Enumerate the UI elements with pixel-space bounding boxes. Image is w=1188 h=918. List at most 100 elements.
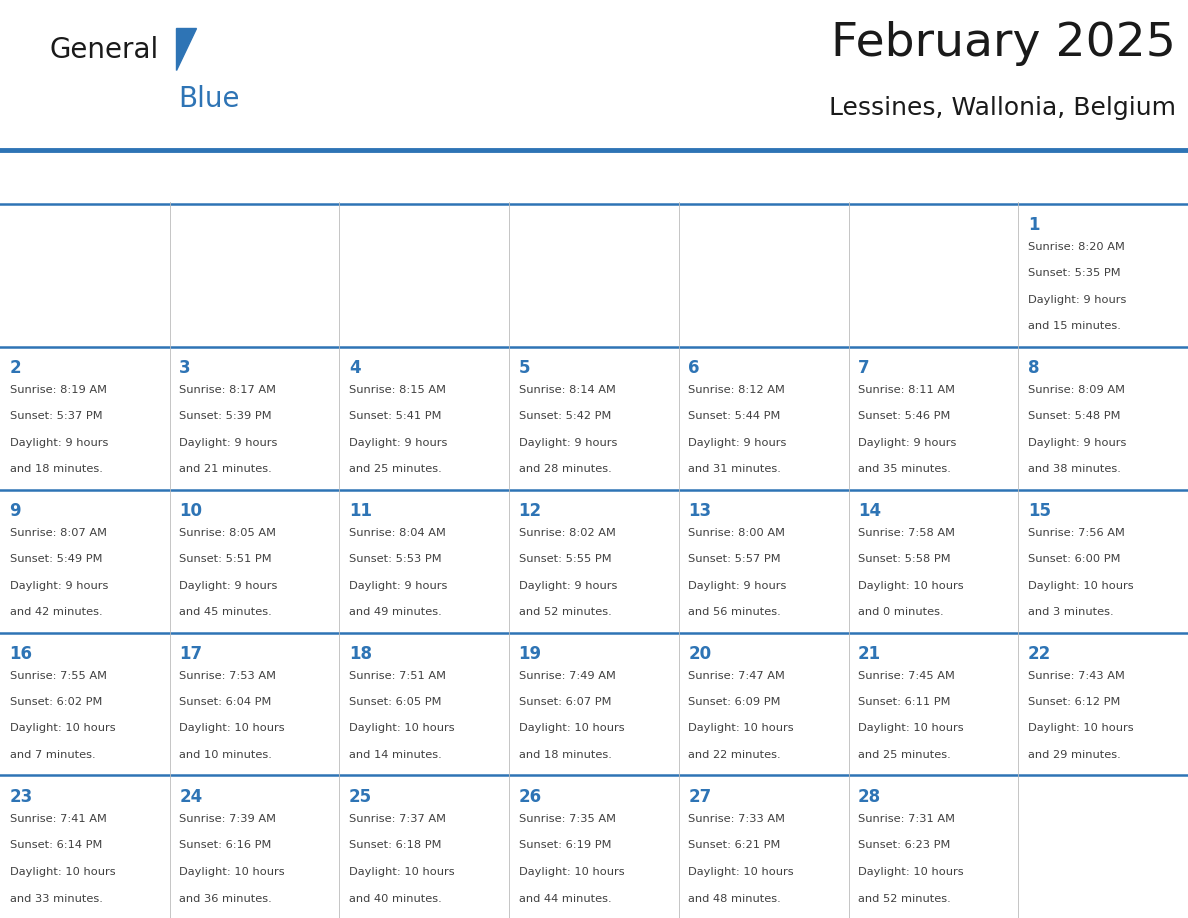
Text: Daylight: 10 hours: Daylight: 10 hours — [349, 723, 455, 733]
Text: Sunset: 5:42 PM: Sunset: 5:42 PM — [519, 411, 611, 421]
Text: Sunset: 6:18 PM: Sunset: 6:18 PM — [349, 840, 442, 850]
Text: Wednesday: Wednesday — [535, 170, 642, 187]
Text: and 29 minutes.: and 29 minutes. — [1028, 750, 1120, 759]
Text: 6: 6 — [688, 359, 700, 377]
Text: General: General — [50, 36, 159, 63]
Text: 13: 13 — [688, 502, 712, 521]
Text: Daylight: 9 hours: Daylight: 9 hours — [349, 581, 448, 591]
Text: Sunrise: 7:41 AM: Sunrise: 7:41 AM — [10, 813, 107, 823]
Text: Sunrise: 8:04 AM: Sunrise: 8:04 AM — [349, 528, 446, 538]
Text: Daylight: 10 hours: Daylight: 10 hours — [1028, 581, 1133, 591]
Text: Daylight: 10 hours: Daylight: 10 hours — [1028, 723, 1133, 733]
Text: Sunset: 5:51 PM: Sunset: 5:51 PM — [179, 554, 272, 565]
Text: 15: 15 — [1028, 502, 1051, 521]
Text: Sunrise: 7:43 AM: Sunrise: 7:43 AM — [1028, 671, 1125, 681]
Text: Monday: Monday — [195, 170, 268, 187]
Text: Sunrise: 8:17 AM: Sunrise: 8:17 AM — [179, 385, 277, 395]
Text: Sunset: 5:46 PM: Sunset: 5:46 PM — [858, 411, 950, 421]
Text: Daylight: 9 hours: Daylight: 9 hours — [179, 438, 278, 448]
Text: Sunrise: 8:00 AM: Sunrise: 8:00 AM — [688, 528, 785, 538]
Text: and 25 minutes.: and 25 minutes. — [349, 465, 442, 475]
Text: Sunrise: 8:15 AM: Sunrise: 8:15 AM — [349, 385, 446, 395]
Text: Sunrise: 8:05 AM: Sunrise: 8:05 AM — [179, 528, 277, 538]
Text: and 40 minutes.: and 40 minutes. — [349, 894, 442, 904]
Text: Daylight: 9 hours: Daylight: 9 hours — [10, 438, 108, 448]
Text: and 36 minutes.: and 36 minutes. — [179, 894, 272, 904]
Text: and 25 minutes.: and 25 minutes. — [858, 750, 950, 759]
Text: Sunrise: 8:09 AM: Sunrise: 8:09 AM — [1028, 385, 1125, 395]
Text: Daylight: 9 hours: Daylight: 9 hours — [1028, 438, 1126, 448]
Text: Sunrise: 8:19 AM: Sunrise: 8:19 AM — [10, 385, 107, 395]
Text: and 38 minutes.: and 38 minutes. — [1028, 465, 1120, 475]
Text: Sunrise: 8:20 AM: Sunrise: 8:20 AM — [1028, 242, 1125, 252]
Text: and 7 minutes.: and 7 minutes. — [10, 750, 95, 759]
Text: Sunset: 5:37 PM: Sunset: 5:37 PM — [10, 411, 102, 421]
Text: Sunset: 5:55 PM: Sunset: 5:55 PM — [519, 554, 612, 565]
Text: Sunset: 6:09 PM: Sunset: 6:09 PM — [688, 697, 781, 707]
Text: Sunset: 6:07 PM: Sunset: 6:07 PM — [519, 697, 611, 707]
Text: Daylight: 10 hours: Daylight: 10 hours — [179, 868, 285, 878]
Text: 22: 22 — [1028, 645, 1051, 663]
Text: Daylight: 10 hours: Daylight: 10 hours — [10, 723, 115, 733]
Text: Sunrise: 7:47 AM: Sunrise: 7:47 AM — [688, 671, 785, 681]
Text: 18: 18 — [349, 645, 372, 663]
Text: Daylight: 9 hours: Daylight: 9 hours — [688, 438, 786, 448]
Text: Sunset: 6:14 PM: Sunset: 6:14 PM — [10, 840, 102, 850]
Text: Sunrise: 7:56 AM: Sunrise: 7:56 AM — [1028, 528, 1125, 538]
Text: Daylight: 10 hours: Daylight: 10 hours — [179, 723, 285, 733]
Text: 25: 25 — [349, 788, 372, 805]
Text: Sunrise: 7:55 AM: Sunrise: 7:55 AM — [10, 671, 107, 681]
Text: Sunrise: 8:02 AM: Sunrise: 8:02 AM — [519, 528, 615, 538]
Text: Daylight: 10 hours: Daylight: 10 hours — [10, 868, 115, 878]
Text: Sunset: 5:58 PM: Sunset: 5:58 PM — [858, 554, 950, 565]
Text: Sunrise: 7:37 AM: Sunrise: 7:37 AM — [349, 813, 446, 823]
Text: Daylight: 9 hours: Daylight: 9 hours — [10, 581, 108, 591]
Text: Sunday: Sunday — [25, 170, 95, 187]
Text: and 3 minutes.: and 3 minutes. — [1028, 608, 1113, 618]
Text: Daylight: 9 hours: Daylight: 9 hours — [349, 438, 448, 448]
Text: Sunrise: 8:14 AM: Sunrise: 8:14 AM — [519, 385, 615, 395]
Text: Sunrise: 7:53 AM: Sunrise: 7:53 AM — [179, 671, 277, 681]
Text: and 45 minutes.: and 45 minutes. — [179, 608, 272, 618]
Polygon shape — [176, 28, 196, 70]
Text: and 48 minutes.: and 48 minutes. — [688, 894, 782, 904]
Text: and 52 minutes.: and 52 minutes. — [519, 608, 612, 618]
Text: Sunrise: 7:51 AM: Sunrise: 7:51 AM — [349, 671, 446, 681]
Text: 4: 4 — [349, 359, 360, 377]
Text: Thursday: Thursday — [704, 170, 791, 187]
Text: Daylight: 9 hours: Daylight: 9 hours — [519, 581, 617, 591]
Text: and 52 minutes.: and 52 minutes. — [858, 894, 950, 904]
Text: Sunrise: 7:58 AM: Sunrise: 7:58 AM — [858, 528, 955, 538]
Text: Daylight: 10 hours: Daylight: 10 hours — [858, 723, 963, 733]
Text: Sunset: 5:41 PM: Sunset: 5:41 PM — [349, 411, 442, 421]
Text: Sunset: 5:53 PM: Sunset: 5:53 PM — [349, 554, 442, 565]
Text: and 18 minutes.: and 18 minutes. — [10, 465, 102, 475]
Text: Sunset: 6:04 PM: Sunset: 6:04 PM — [179, 697, 272, 707]
Text: Sunset: 6:12 PM: Sunset: 6:12 PM — [1028, 697, 1120, 707]
Text: Sunrise: 7:45 AM: Sunrise: 7:45 AM — [858, 671, 955, 681]
Text: Sunset: 6:23 PM: Sunset: 6:23 PM — [858, 840, 950, 850]
Text: and 33 minutes.: and 33 minutes. — [10, 894, 102, 904]
Text: Sunrise: 7:31 AM: Sunrise: 7:31 AM — [858, 813, 955, 823]
Text: and 44 minutes.: and 44 minutes. — [519, 894, 612, 904]
Text: Daylight: 10 hours: Daylight: 10 hours — [858, 868, 963, 878]
Text: Daylight: 9 hours: Daylight: 9 hours — [519, 438, 617, 448]
Text: 16: 16 — [10, 645, 32, 663]
Text: and 31 minutes.: and 31 minutes. — [688, 465, 782, 475]
Text: Sunset: 5:48 PM: Sunset: 5:48 PM — [1028, 411, 1120, 421]
Text: Sunrise: 8:07 AM: Sunrise: 8:07 AM — [10, 528, 107, 538]
Text: Daylight: 10 hours: Daylight: 10 hours — [858, 581, 963, 591]
Text: 20: 20 — [688, 645, 712, 663]
Text: 7: 7 — [858, 359, 870, 377]
Text: Lessines, Wallonia, Belgium: Lessines, Wallonia, Belgium — [829, 96, 1176, 120]
Text: and 35 minutes.: and 35 minutes. — [858, 465, 950, 475]
Text: 9: 9 — [10, 502, 21, 521]
Text: Sunrise: 8:11 AM: Sunrise: 8:11 AM — [858, 385, 955, 395]
Text: Friday: Friday — [874, 170, 931, 187]
Text: and 21 minutes.: and 21 minutes. — [179, 465, 272, 475]
Text: 1: 1 — [1028, 217, 1040, 234]
Text: and 18 minutes.: and 18 minutes. — [519, 750, 612, 759]
Text: Daylight: 9 hours: Daylight: 9 hours — [858, 438, 956, 448]
Text: and 28 minutes.: and 28 minutes. — [519, 465, 612, 475]
Text: 12: 12 — [519, 502, 542, 521]
